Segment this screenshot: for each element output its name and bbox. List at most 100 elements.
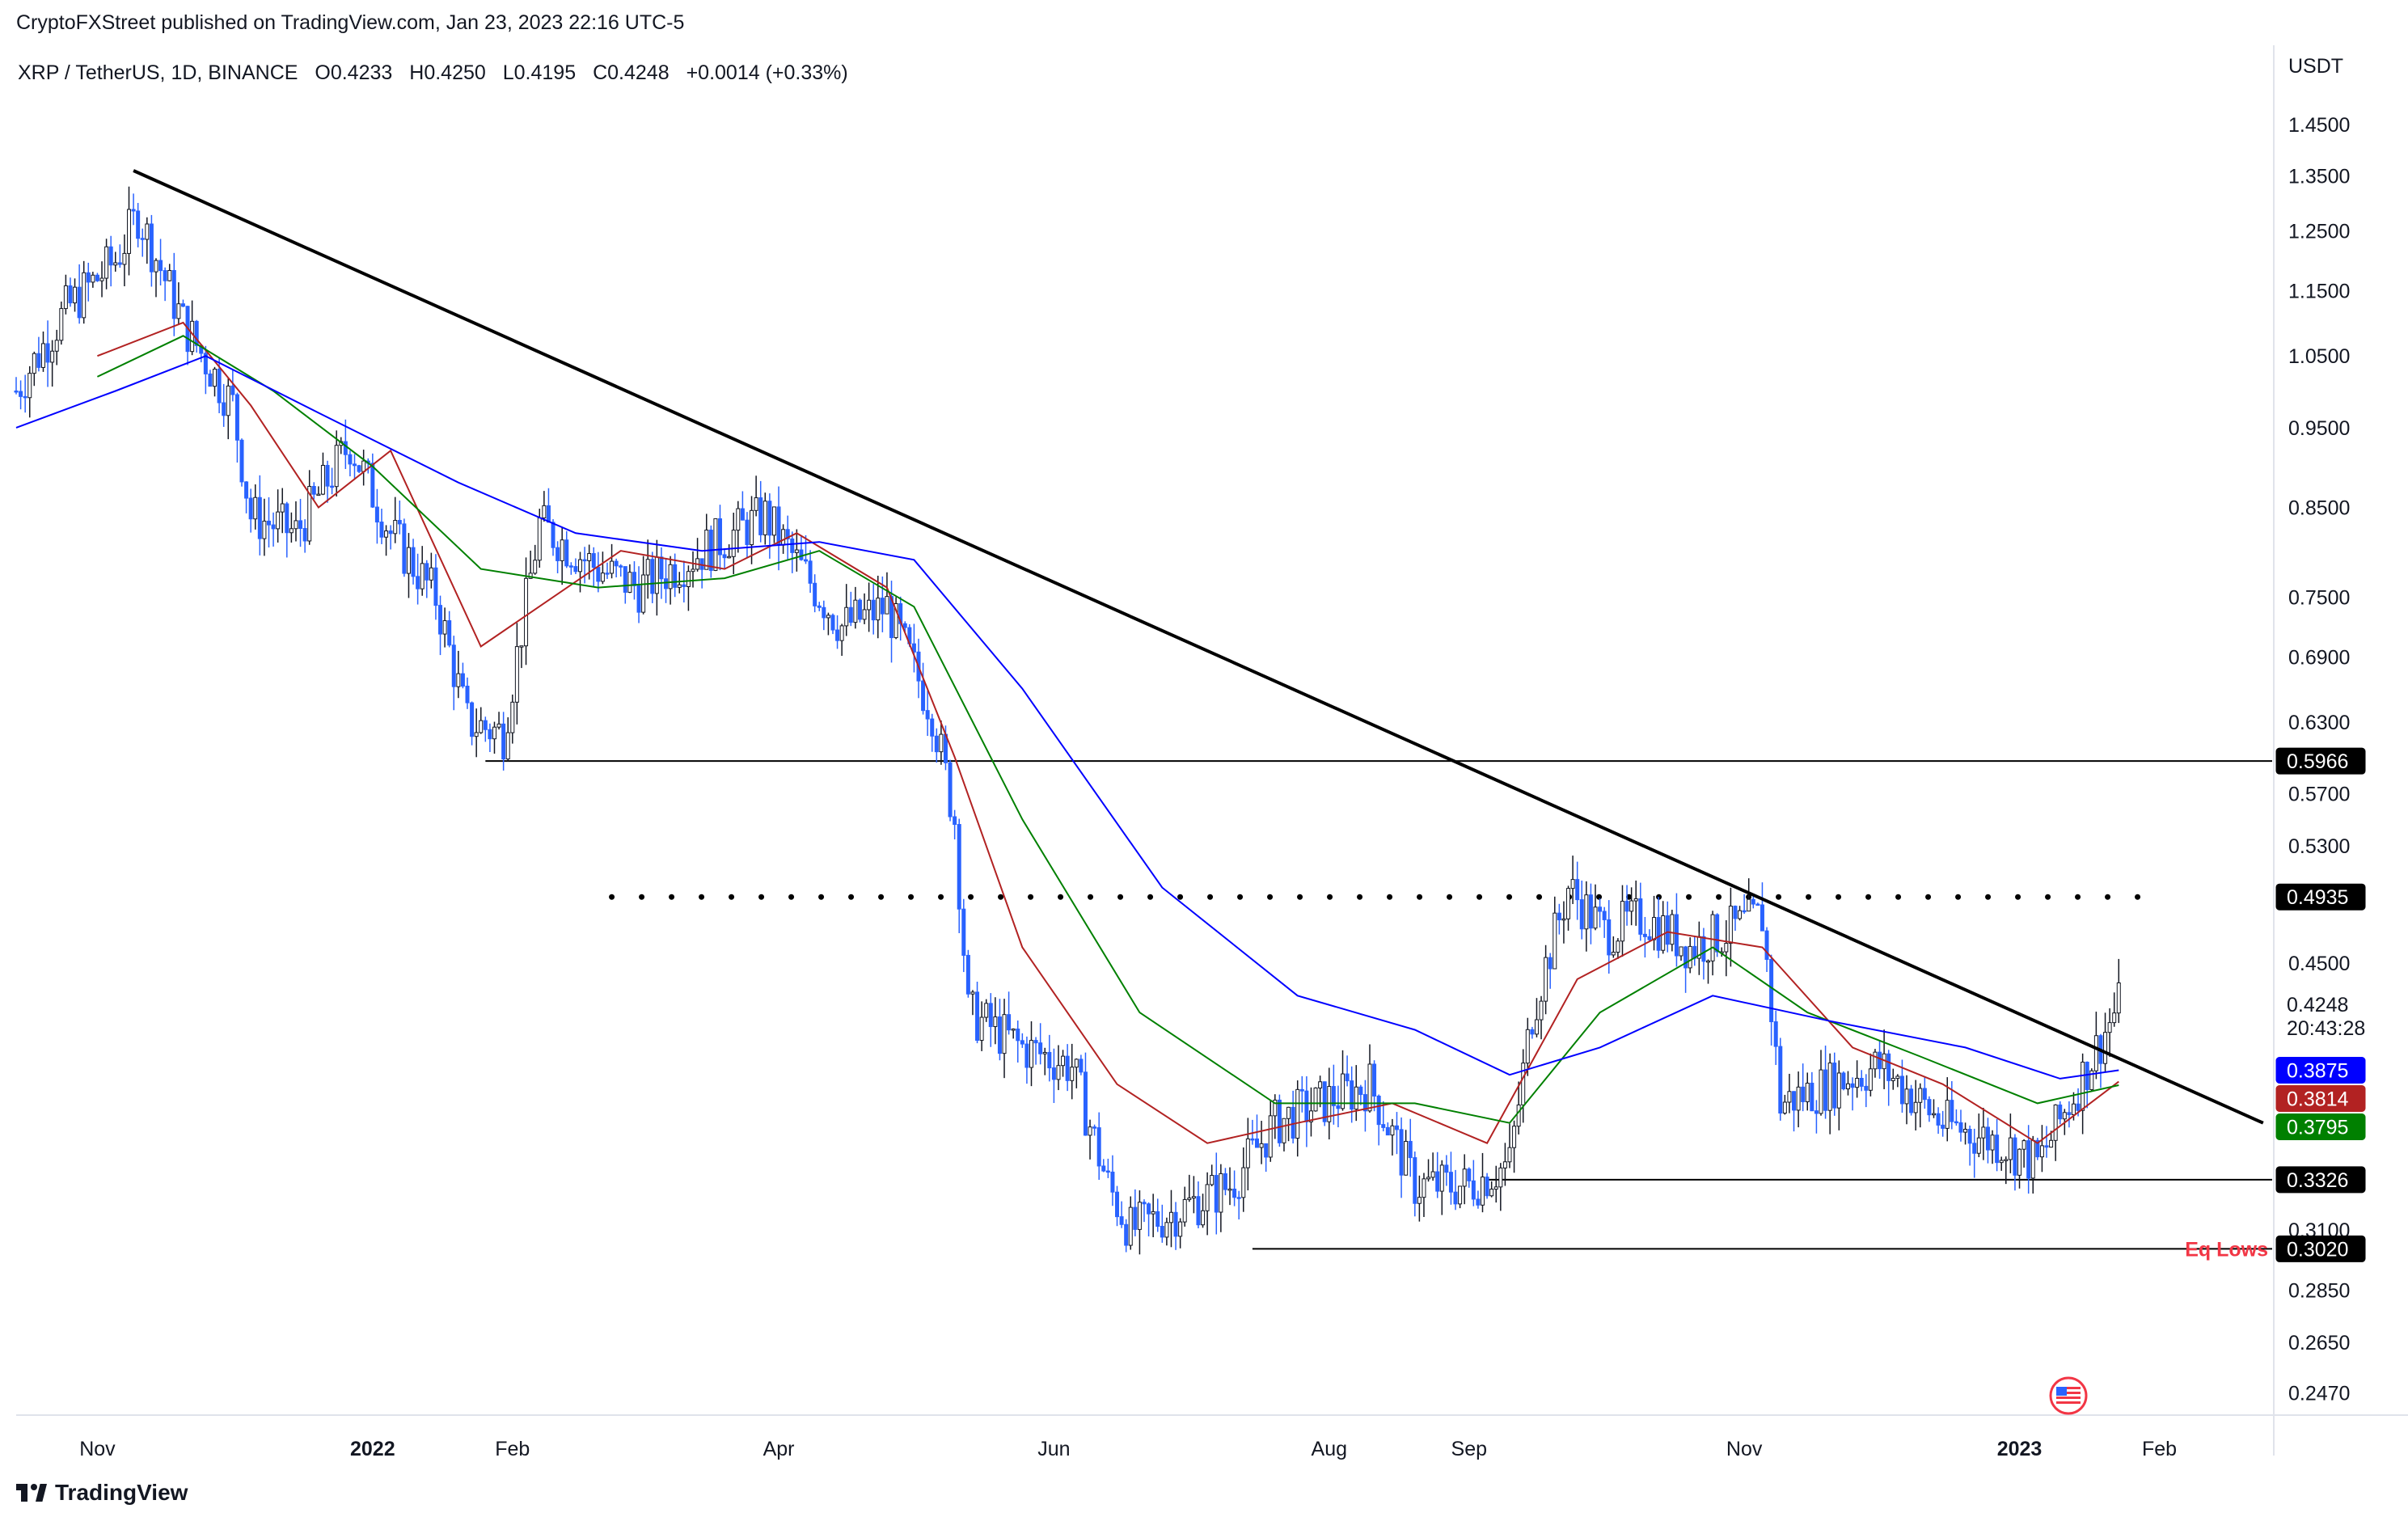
candle-body <box>1430 1171 1435 1178</box>
candle-body <box>1417 1197 1422 1204</box>
candle-body <box>686 571 691 588</box>
candle-body <box>1404 1140 1409 1176</box>
candle-body <box>659 556 664 580</box>
candle-body <box>316 493 321 497</box>
candle-body <box>77 286 82 319</box>
candle-body <box>776 506 781 546</box>
candle-body <box>568 565 573 568</box>
tradingview-logo[interactable]: TradingView <box>16 1480 188 1506</box>
candle-body <box>2062 1112 2067 1120</box>
time-tick-label: 2023 <box>1997 1438 2043 1460</box>
dotted-level-dot <box>1207 894 1214 900</box>
candle-body <box>276 511 281 530</box>
candle-body <box>82 272 87 319</box>
candle-body <box>492 726 496 740</box>
candle-body <box>848 606 853 623</box>
candle-body <box>1941 1124 1945 1129</box>
dotted-level-dot <box>1357 894 1363 900</box>
candle-body <box>632 572 636 586</box>
candle-body <box>1819 1069 1823 1114</box>
candle-body <box>1598 906 1603 912</box>
candle-body <box>1679 946 1683 957</box>
candle-body <box>1291 1106 1295 1139</box>
candle-body <box>889 596 894 639</box>
candle-body <box>1878 1051 1882 1070</box>
candle-body <box>460 673 465 687</box>
dotted-level-dot <box>2135 894 2141 900</box>
candle-body <box>1801 1086 1806 1102</box>
candle-body <box>1227 1188 1232 1191</box>
candle-body <box>839 625 844 641</box>
candle-body <box>1674 914 1679 957</box>
candle-body <box>556 547 560 561</box>
dotted-level-dot <box>818 894 825 900</box>
price-badge: 0.3020 <box>2275 1235 2366 1262</box>
candle-body <box>1056 1065 1061 1080</box>
candle-body <box>357 465 361 472</box>
moving-average-line <box>96 335 2119 1124</box>
plot-area[interactable] <box>16 45 2272 1413</box>
candle-body <box>1345 1073 1350 1082</box>
candle-body <box>1607 919 1612 956</box>
candle-body <box>117 262 122 265</box>
candle-body <box>1579 899 1584 930</box>
candle-body <box>1710 914 1715 961</box>
candle-body <box>519 645 524 648</box>
candle-body <box>1805 1082 1810 1102</box>
candle-body <box>1241 1167 1246 1198</box>
candle-body <box>465 686 470 704</box>
price-badge: 0.4935 <box>2275 883 2366 911</box>
candle-body <box>1047 1051 1052 1069</box>
candle-body <box>677 584 682 588</box>
candle-body <box>470 702 475 737</box>
candle-body <box>1493 1186 1498 1190</box>
candle-body <box>546 505 551 523</box>
candle-body <box>1629 900 1634 912</box>
time-axis[interactable]: Nov 2022 Feb Apr Jun Aug Sep Nov 2023 Feb <box>79 1438 2177 1460</box>
candle-body <box>1502 1161 1507 1168</box>
candle-body <box>2081 1061 2085 1111</box>
dotted-level-dot <box>1058 894 1064 900</box>
dotted-level-dot <box>729 894 735 900</box>
price-axis[interactable]: 1.4500 1.3500 1.2500 1.1500 1.0500 0.9500 0.85… <box>2288 114 2350 1405</box>
candle-body <box>1899 1075 1904 1105</box>
candle-body <box>1810 1082 1814 1112</box>
time-tick-label: 2022 <box>350 1438 395 1460</box>
candle-body <box>817 605 822 608</box>
candle-body <box>1895 1075 1900 1080</box>
candle-body <box>217 368 222 404</box>
candle-body <box>2116 982 2121 1014</box>
dotted-level-dot <box>1327 894 1333 900</box>
dotted-level-dot <box>1895 894 1902 900</box>
candle-body <box>1656 917 1661 951</box>
candle-body <box>1029 1040 1033 1068</box>
candle-body <box>582 559 587 562</box>
candle-body <box>1936 1113 1941 1126</box>
candle-body <box>2013 1137 2017 1176</box>
candle-body <box>1764 930 1769 960</box>
candle-body <box>447 620 452 646</box>
us-flag-icon[interactable] <box>2049 1376 2088 1415</box>
candle-body <box>1088 1126 1092 1136</box>
candle-body <box>844 606 849 627</box>
candle-body <box>537 518 542 561</box>
candle-body <box>230 385 235 395</box>
dotted-level-dot <box>848 894 855 900</box>
candle-body <box>479 720 484 733</box>
candle-body <box>1024 1043 1029 1068</box>
candle-body <box>1958 1122 1963 1133</box>
price-badge-bg <box>2275 1085 2366 1113</box>
dotted-level-dot <box>1925 894 1932 900</box>
candle-body <box>320 464 325 495</box>
candle-body <box>388 530 393 535</box>
candle-body <box>1467 1168 1472 1181</box>
candle-body <box>1286 1106 1291 1119</box>
candle-body <box>253 497 258 520</box>
candle-body <box>1512 1126 1517 1148</box>
candle-body <box>970 991 975 995</box>
candle-body <box>474 732 479 737</box>
candle-body <box>1101 1165 1106 1172</box>
price-tick-label: 1.4500 <box>2288 114 2350 137</box>
dotted-level-dot <box>1716 894 1722 900</box>
